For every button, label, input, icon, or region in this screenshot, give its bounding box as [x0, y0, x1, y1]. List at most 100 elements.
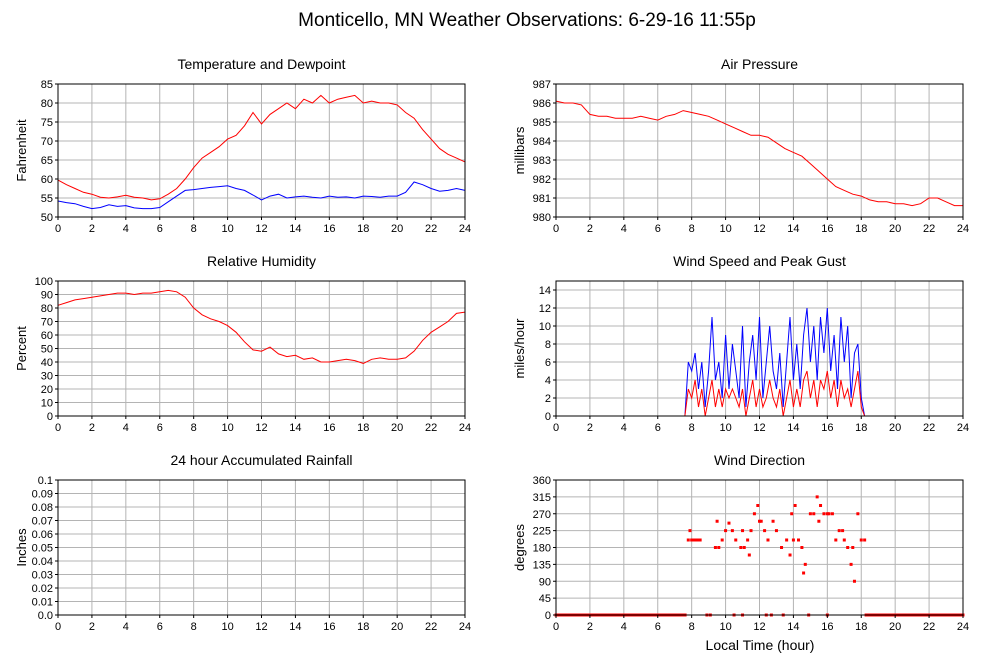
rain-x-tick-label: 24 — [459, 621, 471, 633]
direction-point — [749, 529, 753, 533]
humidity-y-tick-label: 70 — [41, 317, 53, 329]
rain-y-tick-label: 0.0 — [38, 610, 53, 622]
humidity-x-tick-label: 16 — [323, 422, 335, 434]
humidity-y-tick-label: 100 — [35, 276, 53, 288]
rain-chart: 0 2 4 6 8 10 12 14 16 18 20 22 240.00.010.020.030.04… — [14, 452, 471, 633]
direction-point — [747, 553, 751, 557]
temp-y-axis-label: Fahrenheit — [14, 119, 29, 182]
direction-point — [774, 529, 778, 533]
rain-y-tick-label: 0.08 — [32, 502, 53, 514]
direction-x-tick-label: 0 — [553, 621, 559, 633]
direction-point — [846, 546, 850, 549]
direction-x-tick-label: 2 — [587, 621, 593, 633]
direction-point — [825, 512, 829, 516]
direction-point — [790, 512, 794, 516]
rain-x-tick-label: 2 — [89, 621, 95, 633]
wind-y-tick-label: 2 — [545, 393, 551, 405]
direction-point — [852, 579, 856, 583]
direction-point — [720, 538, 724, 542]
direction-x-tick-label: 22 — [923, 621, 935, 633]
temp-x-tick-label: 0 — [55, 223, 61, 235]
wind-x-tick-label: 14 — [787, 422, 799, 434]
wind-x-tick-label: 8 — [689, 422, 695, 434]
direction-point — [842, 538, 846, 542]
humidity-y-tick-label: 80 — [41, 303, 53, 315]
humidity-x-tick-label: 8 — [191, 422, 197, 434]
pressure-x-tick-label: 20 — [889, 223, 901, 235]
temp-y-tick-label: 50 — [41, 212, 53, 224]
direction-point — [717, 546, 721, 549]
direction-point — [724, 529, 728, 533]
direction-point — [791, 538, 795, 542]
temp-chart: 0 2 4 6 8 10 12 14 16 18 20 22 245055606570758085Tem… — [14, 56, 471, 235]
direction-point — [785, 538, 789, 542]
temp-x-tick-label: 14 — [289, 223, 301, 235]
wind-y-tick-label: 14 — [539, 285, 551, 297]
humidity-x-tick-label: 10 — [221, 422, 233, 434]
rain-y-tick-label: 0.04 — [32, 556, 53, 568]
direction-point — [780, 546, 784, 549]
rain-x-tick-label: 16 — [323, 621, 335, 633]
humidity-y-tick-label: 0 — [47, 411, 53, 423]
direction-point — [849, 562, 853, 566]
wind-y-tick-label: 6 — [545, 357, 551, 369]
rain-y-tick-label: 0.06 — [32, 529, 53, 541]
temp-x-tick-label: 16 — [323, 223, 335, 235]
wind-y-tick-label: 0 — [545, 411, 551, 423]
rain-y-tick-label: 0.01 — [32, 597, 53, 609]
rain-title: 24 hour Accumulated Rainfall — [170, 452, 352, 468]
direction-y-tick-label: 360 — [533, 475, 551, 487]
direction-point — [851, 546, 855, 549]
direction-point — [686, 538, 690, 542]
direction-point — [859, 538, 863, 542]
temp-x-tick-label: 12 — [255, 223, 267, 235]
direction-point — [837, 529, 841, 533]
direction-point — [741, 529, 745, 533]
rain-y-tick-label: 0.05 — [32, 543, 53, 555]
pressure-y-axis-label: millibars — [512, 126, 527, 174]
pressure-x-tick-label: 18 — [855, 223, 867, 235]
pressure-y-tick-label: 986 — [533, 98, 551, 110]
humidity-x-tick-label: 6 — [157, 422, 163, 434]
direction-point — [841, 529, 845, 533]
humidity-x-tick-label: 24 — [459, 422, 471, 434]
humidity-y-tick-label: 90 — [41, 290, 53, 302]
rain-y-tick-label: 0.07 — [32, 516, 53, 528]
direction-point — [815, 495, 819, 499]
direction-point — [834, 538, 838, 542]
direction-x-tick-label: 8 — [689, 621, 695, 633]
direction-point — [696, 538, 700, 542]
wind-x-tick-label: 12 — [753, 422, 765, 434]
direction-point — [688, 529, 692, 533]
direction-point — [693, 538, 697, 542]
rain-x-tick-label: 20 — [391, 621, 403, 633]
temp-y-tick-label: 75 — [41, 117, 53, 129]
pressure-x-tick-label: 24 — [957, 223, 969, 235]
temp-series-line — [57, 94, 466, 201]
pressure-chart: 0 2 4 6 8 10 12 14 16 18 20 22 249809819829839849859… — [512, 56, 969, 235]
rain-y-tick-label: 0.03 — [32, 570, 53, 582]
pressure-x-tick-label: 14 — [787, 223, 799, 235]
direction-point — [827, 512, 831, 516]
direction-y-tick-label: 135 — [533, 559, 551, 571]
humidity-y-tick-label: 30 — [41, 371, 53, 383]
temp-y-tick-label: 70 — [41, 136, 53, 148]
direction-point — [752, 512, 756, 516]
pressure-series-line — [555, 100, 963, 207]
wind-x-tick-label: 2 — [587, 422, 593, 434]
temp-x-tick-label: 18 — [357, 223, 369, 235]
pressure-x-tick-label: 16 — [821, 223, 833, 235]
direction-point — [863, 538, 867, 542]
direction-point — [758, 519, 761, 523]
wind-y-axis-label: miles/hour — [512, 318, 527, 379]
temp-title: Temperature and Dewpoint — [177, 56, 345, 72]
rain-x-tick-label: 14 — [289, 621, 301, 633]
pressure-y-tick-label: 982 — [533, 174, 551, 186]
pressure-x-tick-label: 22 — [923, 223, 935, 235]
wind-y-tick-label: 12 — [539, 303, 551, 315]
direction-x-tick-label: 16 — [821, 621, 833, 633]
direction-chart: 0 2 4 6 8 10 12 14 16 18 20 22 240459013518022527031… — [512, 452, 969, 633]
wind-x-tick-label: 18 — [855, 422, 867, 434]
pressure-y-tick-label: 981 — [533, 193, 551, 205]
